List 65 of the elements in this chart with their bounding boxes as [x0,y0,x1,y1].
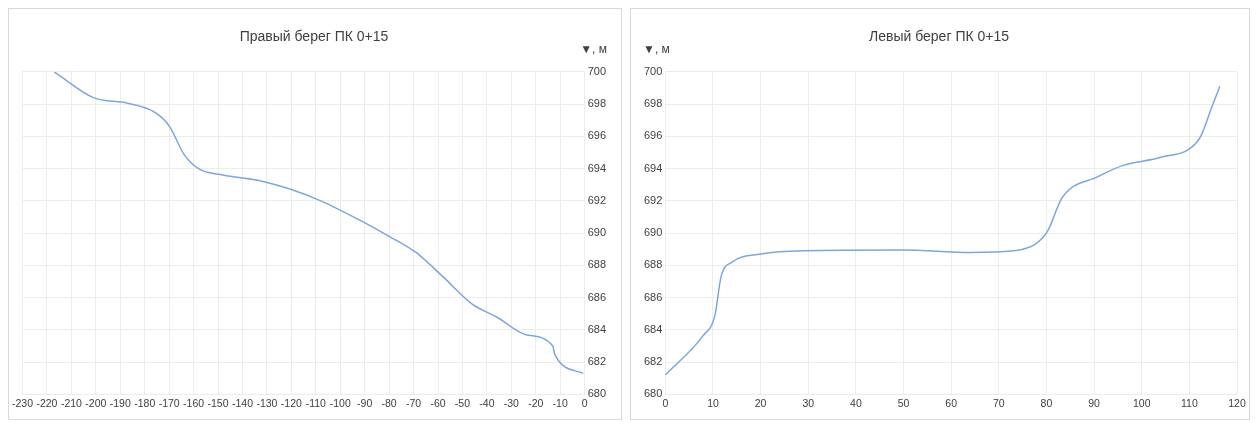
x-tick-label: 120 [1228,396,1246,409]
x-tick-label: -30 [503,396,520,409]
x-tick-label: 60 [945,396,958,409]
x-tick-label: -130 [256,396,278,409]
x-tick-label: -210 [60,396,83,409]
x-tick-label: 20 [754,396,767,409]
x-tick-label: -70 [405,396,422,409]
x-tick-label: -100 [329,396,351,409]
x-tick-label: 10 [707,396,719,409]
chart-title: Левый берег ПК 0+15 [868,28,1010,45]
x-tick-label: -190 [109,396,131,409]
x-tick-label: 90 [1088,396,1101,409]
y-tick-label: 692 [643,193,663,206]
x-tick-label: -50 [454,396,471,409]
x-tick-label: -110 [305,396,327,409]
x-tick-label: 100 [1132,396,1151,409]
y-tick-label: 688 [643,258,663,271]
y-tick-label: 698 [643,97,663,110]
y2-tick-label: 694 [587,161,607,174]
y-tick-label: 694 [643,161,663,174]
y2-tick-label: 680 [587,387,607,400]
x-tick-label: -160 [183,396,205,409]
x-tick-label: 110 [1180,396,1198,409]
x-tick-label: -90 [357,396,373,409]
line-series [665,85,1221,376]
x-tick-label: -120 [280,396,303,409]
x-tick-label: 40 [850,396,862,409]
y-tick-label: 684 [643,322,663,335]
y2-tick-label: 692 [587,193,607,206]
x-tick-label: -200 [85,396,107,409]
y2-axis-title: ▼, м [580,42,607,57]
x-tick-label: 0 [662,396,669,409]
y2-tick-label: 686 [587,290,607,303]
x-tick-label: -140 [231,396,254,409]
y2-tick-label: 696 [587,129,607,142]
x-tick-label: -20 [528,396,544,409]
y2-tick-label: 682 [587,355,607,368]
x-tick-label: 70 [992,396,1005,409]
y2-tick-label: 684 [587,322,607,335]
y2-tick-label: 690 [587,226,607,239]
x-tick-label: 50 [897,396,910,409]
y-tick-label: 680 [643,387,663,400]
y-tick-label: 696 [643,129,663,142]
y-tick-label: 690 [643,226,663,239]
y2-tick-label: 698 [587,97,607,110]
x-tick-label: -60 [430,396,446,409]
y2-tick-label: 700 [587,64,607,77]
x-tick-label: -170 [158,396,180,409]
x-tick-label: -80 [381,396,397,409]
x-tick-label: -10 [552,396,568,409]
x-tick-label: 30 [802,396,815,409]
x-tick-label: 0 [581,396,588,409]
line-series [53,71,584,375]
x-tick-label: -150 [207,396,229,409]
chart-title: Правый берег ПК 0+15 [239,28,389,45]
x-tick-label: -40 [479,396,495,409]
x-tick-label: -220 [36,396,58,409]
y2-tick-label: 688 [587,258,607,271]
y-tick-label: 700 [643,64,663,77]
x-tick-label: -230 [12,396,34,409]
y-tick-label: 686 [643,290,663,303]
y-tick-label: 682 [643,355,663,368]
x-tick-label: -180 [134,396,156,409]
x-tick-label: 80 [1040,396,1053,409]
y-axis-title: ▼, м [643,42,670,57]
